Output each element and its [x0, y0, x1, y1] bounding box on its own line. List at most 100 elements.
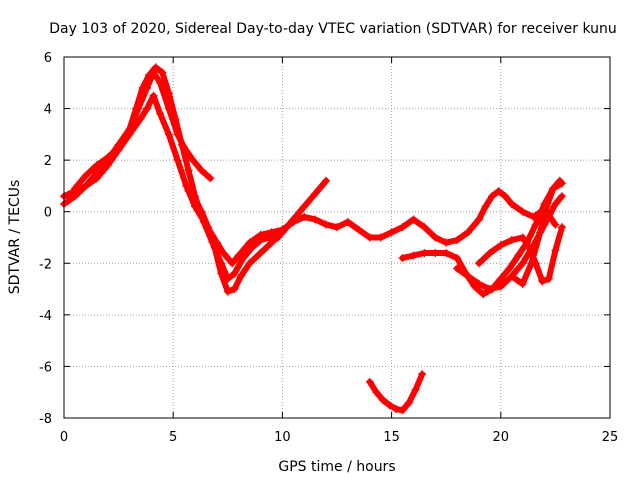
data-point: [333, 223, 341, 232]
data-point: [409, 215, 418, 224]
data-point: [481, 202, 490, 211]
y-tick-label: -2: [39, 257, 52, 272]
data-point: [70, 192, 79, 201]
data-point: [206, 174, 215, 183]
data-point: [485, 285, 494, 294]
x-tick-label: 10: [274, 430, 291, 445]
data-point: [164, 130, 173, 139]
data-point: [156, 109, 165, 118]
data-point: [496, 274, 505, 283]
y-tick-label: 4: [44, 103, 52, 118]
data-point: [409, 251, 418, 260]
data-point: [474, 259, 483, 268]
data-point: [496, 282, 505, 291]
data-point: [151, 63, 160, 72]
data-point: [372, 388, 381, 397]
data-point: [418, 370, 427, 379]
plot-frame: [63, 56, 611, 419]
data-point: [343, 218, 352, 227]
data-point: [311, 189, 320, 198]
data-point: [239, 254, 248, 263]
data-point: [217, 269, 226, 278]
data-point: [365, 377, 374, 386]
data-point: [322, 220, 331, 229]
data-point: [149, 91, 158, 100]
data-point: [531, 220, 540, 229]
data-point: [103, 153, 112, 162]
data-point: [197, 166, 206, 175]
data-point: [158, 68, 167, 77]
data-point: [81, 181, 90, 190]
data-point: [505, 264, 514, 273]
data-point: [177, 140, 186, 149]
x-tick-label: 15: [383, 430, 400, 445]
data-point: [501, 192, 510, 201]
data-point: [278, 228, 287, 237]
data-point: [507, 272, 516, 281]
data-point: [385, 401, 394, 410]
data-point: [204, 223, 213, 232]
x-tick-label: 5: [169, 430, 177, 445]
data-point: [81, 171, 90, 180]
data-point: [538, 277, 547, 286]
data-point: [92, 161, 101, 170]
data-point: [300, 202, 309, 211]
data-point: [525, 243, 534, 252]
axis-ticks: 0 5 10 15 20 25 -8 -6 -4 -2 0 2 4 6: [39, 51, 618, 445]
data-point: [405, 398, 414, 407]
data-point: [453, 254, 462, 263]
data-point: [223, 287, 232, 296]
data-point: [125, 125, 134, 134]
data-point: [453, 264, 462, 273]
data-point: [138, 83, 147, 92]
data-point: [145, 71, 154, 80]
data-point: [70, 184, 79, 193]
data-point: [420, 248, 429, 257]
data-point: [191, 194, 200, 203]
data-point: [230, 285, 239, 294]
data-point: [398, 254, 407, 263]
data-point: [549, 184, 558, 193]
data-point: [488, 192, 497, 201]
chart-title: Day 103 of 2020, Sidereal Day-to-day VTE…: [49, 21, 617, 37]
data-point: [210, 243, 219, 252]
data-point: [507, 199, 516, 208]
series-trace: [71, 64, 281, 282]
grid-lines: [64, 57, 610, 418]
data-point: [142, 104, 151, 113]
data-point: [184, 187, 193, 196]
series-sat-d: [184, 176, 331, 296]
data-point: [219, 248, 228, 257]
data-point: [411, 385, 420, 394]
data-point: [365, 233, 374, 242]
data-point: [536, 228, 545, 237]
data-point: [518, 279, 527, 288]
data-point: [453, 236, 462, 245]
series-sat-e: [365, 370, 427, 415]
data-point: [136, 114, 145, 123]
data-point: [230, 269, 239, 278]
data-point: [518, 207, 527, 216]
data-point: [236, 272, 245, 281]
x-tick-label: 20: [493, 430, 510, 445]
data-point: [289, 215, 298, 224]
data-point: [527, 259, 536, 268]
data-point: [557, 192, 566, 201]
data-point: [507, 236, 516, 245]
data-point: [398, 223, 407, 232]
data-point: [322, 176, 331, 185]
y-tick-label: 0: [44, 206, 52, 221]
data-point: [494, 187, 503, 196]
x-tick-label: 25: [602, 430, 619, 445]
data-point: [555, 176, 564, 185]
data-point: [228, 259, 237, 268]
data-point: [514, 251, 523, 260]
data-point: [474, 215, 483, 224]
data-point: [171, 114, 180, 123]
data-point: [479, 290, 488, 299]
data-point: [387, 228, 396, 237]
data-point: [551, 199, 560, 208]
data-point: [464, 272, 473, 281]
y-tick-label: 2: [44, 154, 52, 169]
